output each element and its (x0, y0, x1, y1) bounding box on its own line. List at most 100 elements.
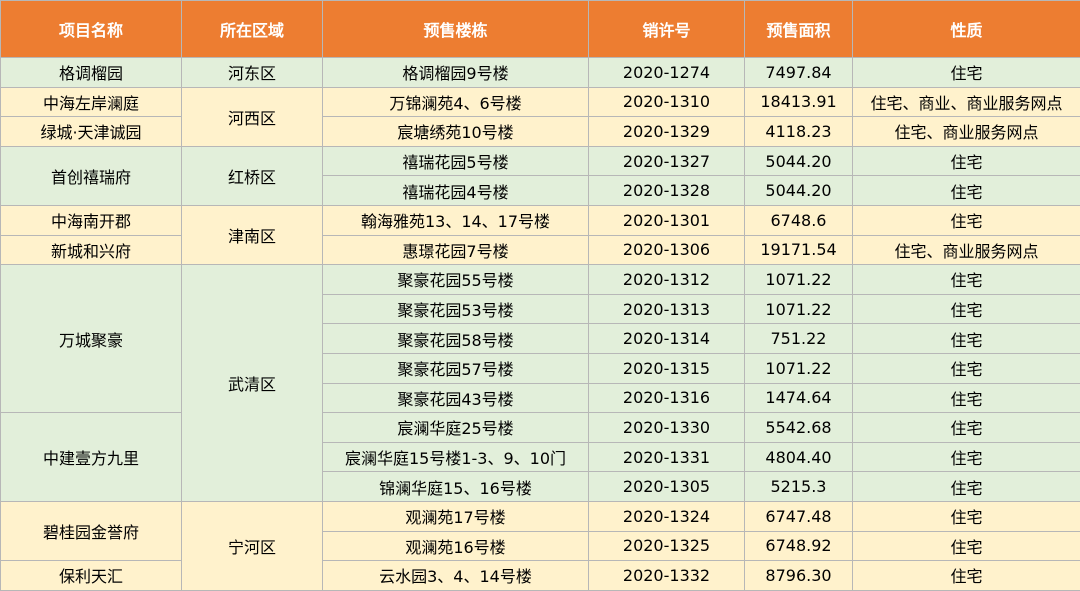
nature-cell: 住宅 (852, 175, 1080, 206)
area-cell: 5215.3 (744, 471, 853, 502)
permit-cell: 2020-1332 (588, 560, 745, 591)
project-cell: 中海南开郡 (0, 204, 182, 236)
area-cell: 1474.64 (744, 382, 853, 414)
area-cell: 6748.6 (744, 204, 853, 236)
nature-cell: 住宅 (852, 382, 1080, 414)
area-cell: 1071.22 (744, 293, 853, 325)
building-cell: 宸澜华庭25号楼 (322, 412, 589, 443)
nature-cell: 住宅 (852, 264, 1080, 295)
table-row: 中海左岸澜庭 河西区 万锦澜苑4、6号楼 2020-1310 18413.91 … (0, 86, 1080, 147)
project-cell: 首创禧瑞府 (0, 145, 182, 206)
area-cell: 5044.20 (744, 145, 853, 177)
permit-cell: 2020-1324 (588, 500, 745, 532)
project-cell: 保利天汇 (0, 560, 182, 591)
building-cell: 聚豪花园57号楼 (322, 352, 589, 384)
nature-cell: 住宅 (852, 293, 1080, 325)
area-cell: 1071.22 (744, 264, 853, 295)
project-cell: 新城和兴府 (0, 234, 182, 266)
header-permit: 销许号 (588, 0, 745, 58)
permit-cell: 2020-1315 (588, 352, 745, 384)
permit-cell: 2020-1310 (588, 86, 745, 118)
building-cell: 聚豪花园53号楼 (322, 293, 589, 325)
project-cell: 中海左岸澜庭 (0, 86, 182, 118)
building-cell: 云水园3、4、14号楼 (322, 560, 589, 591)
nature-cell: 住宅、商业服务网点 (852, 116, 1080, 147)
area-cell: 4118.23 (744, 116, 853, 147)
header-row: 项目名称 所在区域 预售楼栋 销许号 预售面积 性质 (0, 0, 1080, 58)
district-cell: 武清区 (181, 264, 323, 502)
permit-cell: 2020-1329 (588, 116, 745, 147)
nature-cell: 住宅 (852, 145, 1080, 177)
building-cell: 宸澜华庭15号楼1-3、9、10门 (322, 441, 589, 473)
building-cell: 聚豪花园55号楼 (322, 264, 589, 295)
building-cell: 宸塘绣苑10号楼 (322, 116, 589, 147)
building-cell: 观澜苑16号楼 (322, 530, 589, 562)
nature-cell: 住宅 (852, 204, 1080, 236)
permit-cell: 2020-1325 (588, 530, 745, 562)
permit-cell: 2020-1316 (588, 382, 745, 414)
permit-cell: 2020-1306 (588, 234, 745, 266)
nature-cell: 住宅 (852, 441, 1080, 473)
project-cell: 万城聚豪 (0, 264, 182, 414)
district-cell: 河西区 (181, 86, 323, 147)
project-cell: 中建壹方九里 (0, 412, 182, 502)
header-area: 预售面积 (744, 0, 853, 58)
nature-cell: 住宅 (852, 323, 1080, 354)
building-cell: 禧瑞花园4号楼 (322, 175, 589, 206)
nature-cell: 住宅、商业服务网点 (852, 234, 1080, 266)
district-cell: 宁河区 (181, 500, 323, 591)
header-nature: 性质 (852, 0, 1080, 58)
area-cell: 6748.92 (744, 530, 853, 562)
table-row: 碧桂园金誉府 宁河区 观澜苑17号楼 2020-1324 6747.48 住宅 (0, 500, 1080, 591)
table-row: 中建壹方九里 宸澜华庭25号楼 2020-1330 5542.68 住宅 (0, 412, 1080, 502)
permit-cell: 2020-1314 (588, 323, 745, 354)
building-cell: 禧瑞花园5号楼 (322, 145, 589, 177)
permit-cell: 2020-1313 (588, 293, 745, 325)
project-cell: 格调榴园 (0, 57, 182, 88)
permit-cell: 2020-1328 (588, 175, 745, 206)
building-cell: 聚豪花园58号楼 (322, 323, 589, 354)
table-row: 宸澜华庭15号楼1-3、9、10门 2020-1331 4804.40 住宅 (0, 441, 1080, 473)
building-cell: 锦澜华庭15、16号楼 (322, 471, 589, 502)
nature-cell: 住宅 (852, 530, 1080, 562)
project-cell: 碧桂园金誉府 (0, 500, 182, 562)
district-cell: 河东区 (181, 57, 323, 88)
permit-cell: 2020-1305 (588, 471, 745, 502)
area-cell: 18413.91 (744, 86, 853, 118)
area-cell: 5044.20 (744, 175, 853, 206)
area-cell: 19171.54 (744, 234, 853, 266)
building-cell: 聚豪花园43号楼 (322, 382, 589, 414)
area-cell: 4804.40 (744, 441, 853, 473)
nature-cell: 住宅 (852, 352, 1080, 384)
district-cell: 红桥区 (181, 145, 323, 206)
area-cell: 751.22 (744, 323, 853, 354)
building-cell: 观澜苑17号楼 (322, 500, 589, 532)
table-row: 中海南开郡 津南区 翰海雅苑13、14、17号楼 2020-1301 6748.… (0, 204, 1080, 266)
header-district: 所在区域 (181, 0, 323, 58)
table-row: 禧瑞花园4号楼 2020-1328 5044.20 住宅 (0, 175, 1080, 206)
permit-cell: 2020-1327 (588, 145, 745, 177)
building-cell: 格调榴园9号楼 (322, 57, 589, 88)
area-cell: 8796.30 (744, 560, 853, 591)
permit-cell: 2020-1274 (588, 57, 745, 88)
table-row: 格调榴园 河东区 格调榴园9号楼 2020-1274 7497.84 住宅 (0, 57, 1080, 88)
project-cell: 绿城·天津诚园 (0, 116, 182, 147)
nature-cell: 住宅 (852, 412, 1080, 443)
table-row: 万城聚豪 武清区 聚豪花园55号楼 2020-1312 1071.22 住宅 (0, 264, 1080, 502)
area-cell: 1071.22 (744, 352, 853, 384)
nature-cell: 住宅 (852, 471, 1080, 502)
header-building: 预售楼栋 (322, 0, 589, 58)
nature-cell: 住宅 (852, 560, 1080, 591)
nature-cell: 住宅 (852, 500, 1080, 532)
building-cell: 惠璟花园7号楼 (322, 234, 589, 266)
area-cell: 6747.48 (744, 500, 853, 532)
permit-cell: 2020-1330 (588, 412, 745, 443)
permit-cell: 2020-1312 (588, 264, 745, 295)
district-cell: 津南区 (181, 204, 323, 266)
area-cell: 5542.68 (744, 412, 853, 443)
table-row: 首创禧瑞府 红桥区 禧瑞花园5号楼 2020-1327 5044.20 住宅 (0, 145, 1080, 206)
header-project: 项目名称 (0, 0, 182, 58)
nature-cell: 住宅 (852, 57, 1080, 88)
table-row: 绿城·天津诚园 宸塘绣苑10号楼 2020-1329 4118.23 住宅、商业… (0, 116, 1080, 147)
